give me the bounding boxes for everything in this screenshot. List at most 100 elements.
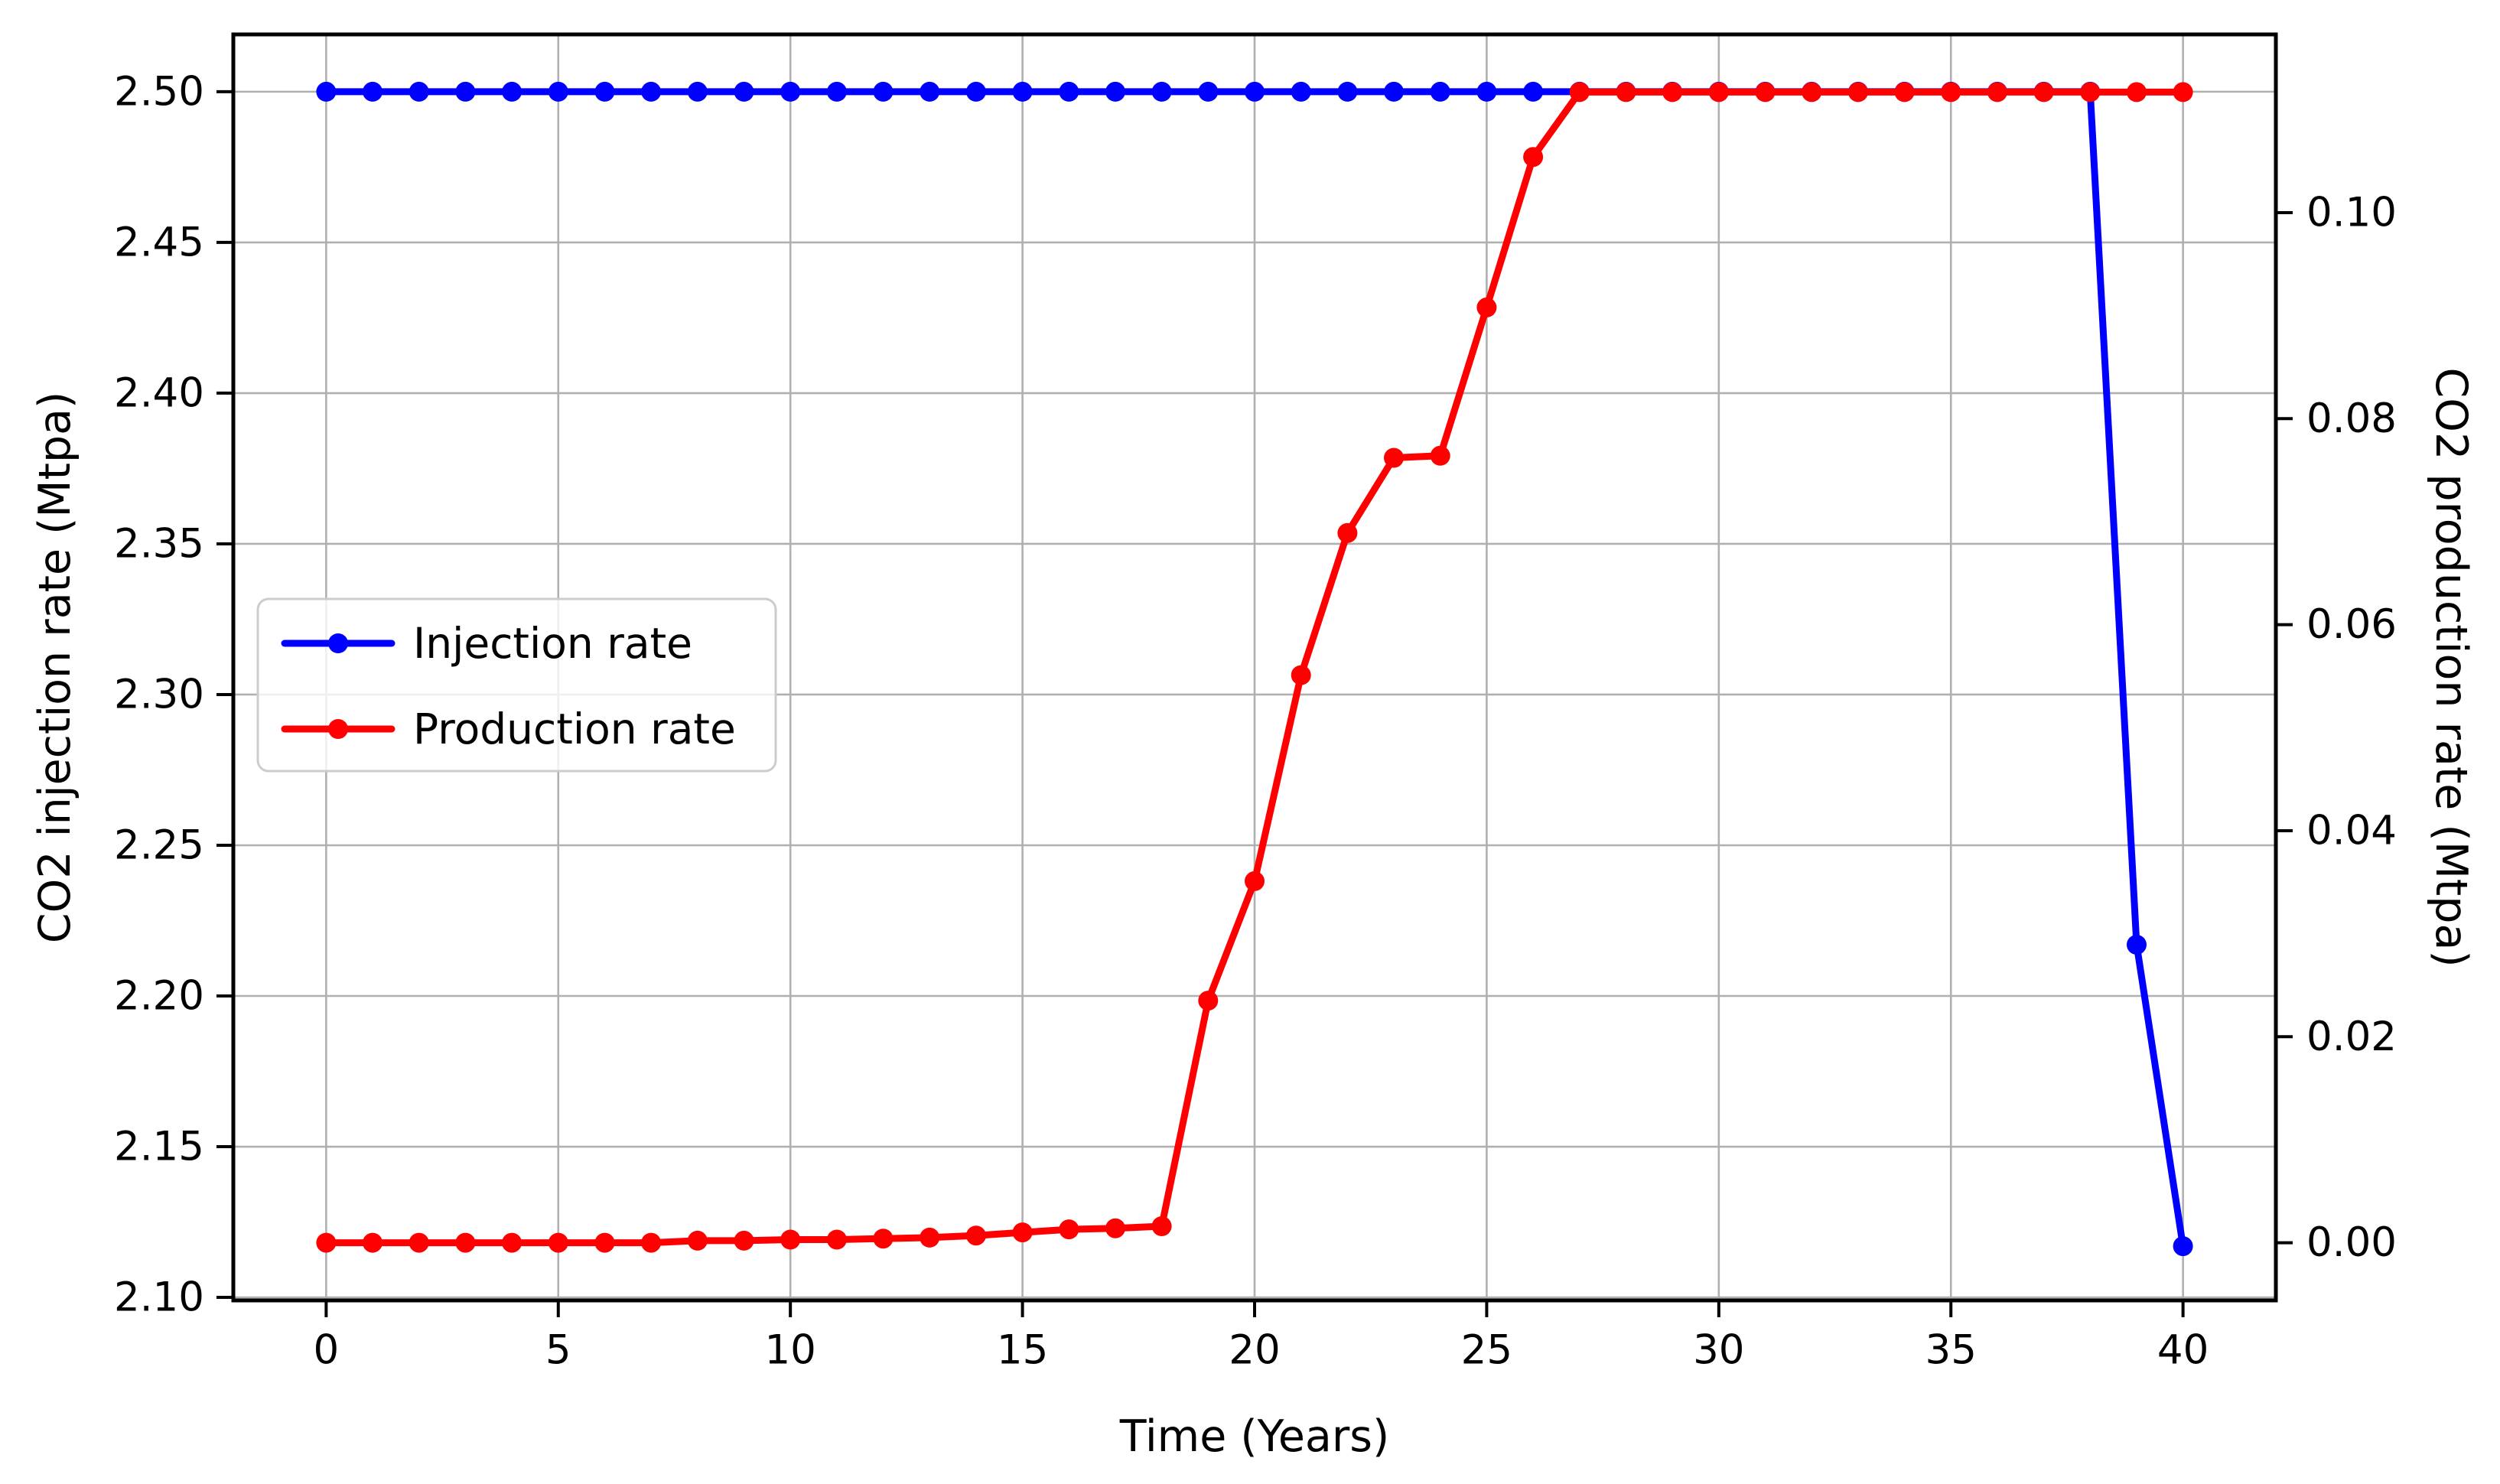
x-tick-label: 40 bbox=[2157, 1326, 2209, 1373]
x-axis-label: Time (Years) bbox=[1119, 1411, 1389, 1462]
series-marker-injection-rate bbox=[363, 81, 382, 102]
series-marker-injection-rate bbox=[873, 81, 894, 102]
series-marker-injection-rate bbox=[2127, 935, 2147, 955]
series-marker-production-rate bbox=[1755, 82, 1776, 103]
series-marker-injection-rate bbox=[316, 81, 337, 102]
y-left-tick-label: 2.35 bbox=[114, 520, 204, 567]
y-left-tick-label: 2.25 bbox=[114, 822, 204, 868]
series-marker-production-rate bbox=[826, 1229, 847, 1250]
series-marker-injection-rate bbox=[1430, 81, 1450, 102]
series-marker-production-rate bbox=[1894, 82, 1915, 103]
y-right-tick-label: 0.10 bbox=[2306, 189, 2397, 236]
series-marker-production-rate bbox=[641, 1232, 662, 1253]
series-marker-injection-rate bbox=[2173, 1236, 2193, 1257]
legend-label: Production rate bbox=[413, 705, 736, 753]
y-left-tick-label: 2.10 bbox=[114, 1274, 204, 1321]
legend-item-injection-rate: Injection rate bbox=[281, 619, 692, 668]
y-left-tick-label: 2.30 bbox=[114, 671, 204, 718]
series-marker-production-rate bbox=[455, 1232, 476, 1253]
series-marker-production-rate bbox=[1245, 871, 1265, 891]
y-left-tick-label: 2.45 bbox=[114, 219, 204, 265]
series-marker-production-rate bbox=[2173, 82, 2193, 103]
x-tick-label: 15 bbox=[997, 1326, 1048, 1373]
y-left-tick-label: 2.40 bbox=[114, 369, 204, 416]
series-marker-production-rate bbox=[1105, 1218, 1125, 1238]
series-marker-production-rate bbox=[2127, 82, 2147, 103]
series-marker-production-rate bbox=[1847, 82, 1868, 103]
series-marker-production-rate bbox=[920, 1227, 940, 1248]
series-marker-injection-rate bbox=[1291, 81, 1311, 102]
series-marker-injection-rate bbox=[502, 81, 522, 102]
x-tick-label: 25 bbox=[1461, 1326, 1512, 1373]
series-marker-production-rate bbox=[1476, 297, 1497, 317]
series-marker-production-rate bbox=[1337, 522, 1358, 543]
series-marker-injection-rate bbox=[1151, 81, 1172, 102]
y-axis-right: 0.00 0.02 0.04 0.06 0.08 0.10 bbox=[2276, 189, 2397, 1266]
y-right-tick-label: 0.00 bbox=[2306, 1219, 2397, 1266]
series-marker-production-rate bbox=[1012, 1222, 1033, 1243]
legend-item-production-rate: Production rate bbox=[281, 705, 736, 753]
series-marker-injection-rate bbox=[594, 81, 615, 102]
series-marker-injection-rate bbox=[548, 81, 568, 102]
x-tick-label: 0 bbox=[313, 1326, 339, 1373]
y-left-tick-label: 2.20 bbox=[114, 973, 204, 1020]
y-right-tick-label: 0.02 bbox=[2306, 1014, 2397, 1060]
y-axis-left-label: CO2 injection rate (Mtpa) bbox=[30, 392, 80, 944]
series-marker-injection-rate bbox=[455, 81, 476, 102]
series-production-rate bbox=[316, 82, 2193, 1253]
legend: Injection rate Production rate bbox=[256, 597, 777, 773]
series-marker-injection-rate bbox=[780, 81, 801, 102]
series-marker-production-rate bbox=[594, 1232, 615, 1253]
series-marker-injection-rate bbox=[1198, 81, 1219, 102]
series-marker-production-rate bbox=[502, 1232, 522, 1253]
series-marker-injection-rate bbox=[1384, 81, 1404, 102]
series-marker-production-rate bbox=[1198, 991, 1219, 1011]
series-marker-injection-rate bbox=[1245, 81, 1265, 102]
y-left-tick-label: 2.50 bbox=[114, 68, 204, 115]
series-marker-injection-rate bbox=[1012, 81, 1033, 102]
legend-sample-marker bbox=[328, 633, 348, 653]
series-marker-production-rate bbox=[1569, 82, 1590, 103]
series-marker-production-rate bbox=[687, 1230, 708, 1251]
series-marker-production-rate bbox=[873, 1229, 894, 1249]
x-tick-label: 35 bbox=[1925, 1326, 1977, 1373]
series-marker-production-rate bbox=[409, 1232, 429, 1253]
x-tick-label: 30 bbox=[1693, 1326, 1744, 1373]
series-marker-production-rate bbox=[1291, 665, 1311, 685]
series-marker-injection-rate bbox=[1059, 81, 1079, 102]
x-tick-label: 20 bbox=[1229, 1326, 1280, 1373]
series-marker-production-rate bbox=[780, 1229, 801, 1250]
series-marker-injection-rate bbox=[734, 81, 754, 102]
series-marker-injection-rate bbox=[1523, 81, 1544, 102]
series-marker-production-rate bbox=[1523, 147, 1544, 168]
grid-lines bbox=[233, 34, 2276, 1300]
series-marker-production-rate bbox=[548, 1232, 568, 1253]
y-right-tick-label: 0.06 bbox=[2306, 601, 2397, 648]
series-marker-production-rate bbox=[1802, 82, 1822, 103]
legend-label: Injection rate bbox=[413, 619, 692, 668]
series-marker-production-rate bbox=[316, 1232, 337, 1253]
series-marker-production-rate bbox=[965, 1225, 986, 1246]
series-marker-injection-rate bbox=[826, 81, 847, 102]
series-marker-injection-rate bbox=[1476, 81, 1497, 102]
series-marker-injection-rate bbox=[965, 81, 986, 102]
x-axis: 0 5 10 15 20 25 30 35 40 bbox=[313, 1300, 2209, 1373]
y-left-tick-label: 2.15 bbox=[114, 1124, 204, 1170]
legend-sample-marker bbox=[328, 719, 348, 739]
series-marker-production-rate bbox=[2080, 82, 2101, 103]
series-marker-production-rate bbox=[1059, 1219, 1079, 1240]
series-marker-injection-rate bbox=[641, 81, 662, 102]
x-tick-label: 5 bbox=[545, 1326, 571, 1373]
series-marker-production-rate bbox=[1384, 447, 1404, 468]
series-marker-injection-rate bbox=[409, 81, 429, 102]
y-right-tick-label: 0.08 bbox=[2306, 395, 2397, 442]
series-marker-injection-rate bbox=[1105, 81, 1125, 102]
series-marker-production-rate bbox=[1987, 82, 2007, 103]
series-marker-production-rate bbox=[734, 1230, 754, 1251]
y-right-tick-label: 0.04 bbox=[2306, 807, 2397, 854]
series-marker-production-rate bbox=[1708, 82, 1729, 103]
x-tick-label: 10 bbox=[764, 1326, 815, 1373]
series-marker-production-rate bbox=[1662, 82, 1683, 103]
